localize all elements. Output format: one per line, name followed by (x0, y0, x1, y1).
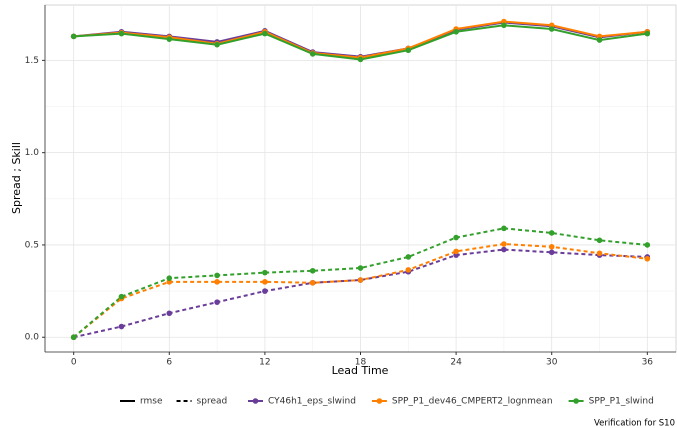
y-tick-label: 0.5 (25, 240, 39, 250)
y-tick-label: 1.5 (25, 56, 39, 66)
point (501, 241, 507, 247)
legend-label: spread (197, 397, 228, 407)
point (262, 30, 268, 37)
point (501, 22, 507, 29)
point (214, 41, 220, 48)
point (262, 279, 268, 285)
point (453, 248, 459, 255)
point (644, 242, 651, 248)
legend-label: SPP_P1_slwind (589, 397, 654, 407)
point (405, 47, 412, 54)
point (405, 254, 412, 260)
point (118, 323, 125, 330)
point (309, 279, 316, 286)
legend-label: CY46h1_eps_slwind (268, 397, 356, 407)
x-axis-title: Lead Time (332, 364, 389, 377)
legend-label: rmse (140, 397, 163, 407)
y-tick-label: 1.0 (25, 148, 40, 158)
legend-label: SPP_P1_dev46_CMPERT2_lognmean (392, 397, 553, 407)
point (644, 30, 651, 37)
x-tick-label: 24 (450, 358, 462, 368)
point (166, 275, 173, 281)
y-axis-title: Spread ; Skill (10, 142, 23, 214)
point (501, 246, 507, 253)
legend-key (252, 398, 259, 404)
caption: Verification for S10 (594, 419, 675, 428)
point (309, 267, 316, 274)
x-tick-label: 18 (355, 358, 367, 368)
point (548, 230, 555, 236)
x-tick-label: 6 (166, 358, 172, 368)
point (357, 56, 364, 63)
legend-key (376, 398, 383, 404)
legend-key (573, 398, 579, 404)
point (262, 269, 268, 276)
x-tick-label: 36 (642, 358, 654, 368)
point (70, 334, 77, 341)
point (596, 250, 603, 257)
point (453, 28, 459, 35)
x-tick-label: 0 (71, 358, 77, 368)
point (262, 288, 268, 294)
point (118, 293, 125, 300)
point (596, 237, 603, 244)
point (214, 279, 220, 285)
point (166, 310, 173, 317)
point (548, 26, 555, 32)
point (118, 30, 125, 37)
point (405, 267, 412, 273)
point (357, 277, 364, 283)
point (596, 37, 603, 43)
x-tick-label: 12 (259, 358, 270, 368)
point (548, 249, 555, 256)
point (214, 272, 220, 279)
point (644, 255, 651, 262)
point (70, 33, 77, 40)
y-tick-label: 0.0 (25, 333, 40, 343)
point (309, 51, 316, 57)
point (501, 225, 507, 232)
point (357, 265, 364, 271)
point (166, 36, 173, 42)
point (453, 234, 459, 241)
x-tick-label: 30 (546, 358, 558, 368)
point (548, 243, 555, 250)
point (214, 299, 220, 305)
